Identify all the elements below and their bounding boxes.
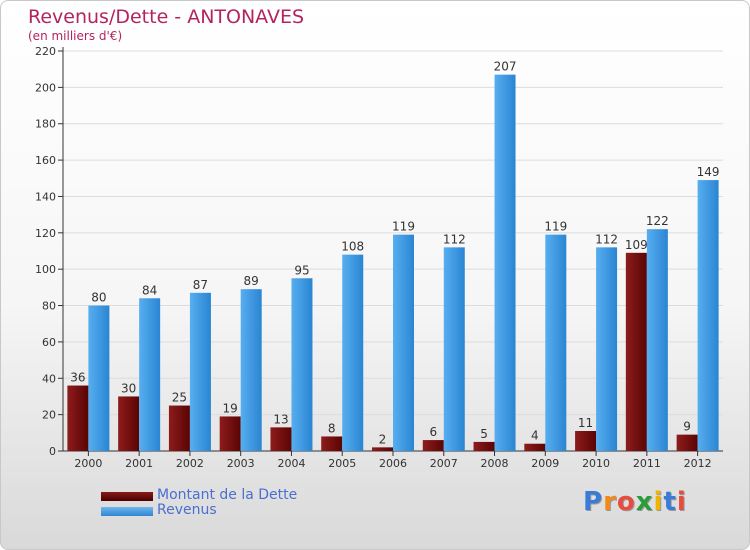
legend-swatch-dette bbox=[101, 492, 153, 501]
y-tick-label: 100 bbox=[35, 263, 56, 276]
bar-dette bbox=[524, 443, 546, 451]
logo-letter: i bbox=[653, 487, 664, 517]
data-label-dette: 2 bbox=[379, 432, 387, 446]
proxiti-logo: Proxiti bbox=[583, 487, 687, 517]
bar-revenus bbox=[545, 234, 567, 451]
bar-revenus bbox=[139, 298, 161, 451]
data-label-dette: 9 bbox=[683, 420, 691, 434]
data-label-revenus: 84 bbox=[142, 283, 157, 297]
bar-dette bbox=[67, 385, 89, 451]
x-tick-label: 2012 bbox=[684, 457, 712, 470]
data-label-dette: 19 bbox=[223, 401, 238, 415]
bar-dette bbox=[168, 405, 190, 451]
data-label-dette: 5 bbox=[480, 427, 488, 441]
bar-revenus bbox=[342, 254, 364, 451]
data-label-dette: 4 bbox=[531, 429, 539, 443]
data-label-dette: 36 bbox=[70, 371, 85, 385]
y-tick-label: 120 bbox=[35, 227, 56, 240]
logo-letter: o bbox=[616, 487, 636, 517]
x-tick-label: 2005 bbox=[328, 457, 356, 470]
x-tick-label: 2007 bbox=[430, 457, 458, 470]
bar-dette bbox=[473, 441, 495, 451]
bar-revenus bbox=[189, 292, 211, 451]
bar-revenus bbox=[240, 289, 262, 451]
data-label-revenus: 112 bbox=[443, 232, 466, 246]
y-tick-label: 160 bbox=[35, 154, 56, 167]
data-label-dette: 25 bbox=[172, 391, 187, 405]
chart-subtitle: (en milliers d'€) bbox=[28, 29, 123, 43]
data-label-dette: 8 bbox=[328, 421, 336, 435]
bar-revenus bbox=[697, 180, 719, 451]
bar-dette bbox=[372, 447, 393, 451]
logo-letter: P bbox=[583, 487, 604, 517]
y-tick-label: 200 bbox=[35, 81, 56, 94]
bar-revenus bbox=[494, 74, 516, 452]
x-tick-label: 2001 bbox=[125, 457, 153, 470]
logo-letter: i bbox=[676, 487, 687, 517]
bar-dette bbox=[422, 440, 444, 451]
bar-dette bbox=[625, 252, 647, 451]
y-tick-label: 60 bbox=[42, 336, 56, 349]
x-tick-label: 2002 bbox=[176, 457, 204, 470]
data-label-dette: 109 bbox=[625, 238, 648, 252]
data-label-revenus: 87 bbox=[193, 278, 208, 292]
data-label-revenus: 207 bbox=[494, 60, 517, 74]
data-label-revenus: 119 bbox=[544, 220, 567, 234]
bar-dette bbox=[676, 434, 698, 451]
bar-dette bbox=[219, 416, 241, 451]
bar-revenus bbox=[646, 229, 668, 451]
x-tick-label: 2010 bbox=[582, 457, 610, 470]
bar-dette bbox=[575, 431, 597, 451]
x-tick-label: 2006 bbox=[379, 457, 407, 470]
data-label-dette: 30 bbox=[121, 381, 136, 395]
data-label-revenus: 112 bbox=[595, 232, 618, 246]
legend-swatch-revenus bbox=[101, 507, 153, 516]
y-tick-label: 220 bbox=[35, 45, 56, 58]
bar-dette bbox=[118, 396, 140, 451]
data-label-revenus: 89 bbox=[244, 274, 259, 288]
x-tick-label: 2009 bbox=[531, 457, 559, 470]
bar-revenus bbox=[393, 234, 414, 451]
x-tick-label: 2003 bbox=[227, 457, 255, 470]
y-tick-label: 0 bbox=[49, 445, 56, 458]
y-tick-label: 80 bbox=[42, 300, 56, 313]
x-tick-label: 2008 bbox=[481, 457, 509, 470]
data-label-revenus: 80 bbox=[91, 291, 106, 305]
x-tick-label: 2000 bbox=[74, 457, 102, 470]
logo-letter: t bbox=[663, 487, 677, 517]
y-tick-label: 180 bbox=[35, 118, 56, 131]
bar-revenus bbox=[291, 278, 313, 451]
y-tick-label: 20 bbox=[42, 409, 56, 422]
data-label-dette: 6 bbox=[429, 425, 437, 439]
y-tick-label: 140 bbox=[35, 190, 56, 203]
data-label-revenus: 122 bbox=[646, 214, 669, 228]
chart-title: Revenus/Dette - ANTONAVES bbox=[28, 6, 305, 28]
bar-revenus bbox=[596, 247, 618, 451]
data-label-revenus: 95 bbox=[294, 263, 309, 277]
bar-dette bbox=[321, 436, 343, 451]
data-label-dette: 13 bbox=[273, 412, 288, 426]
legend-label-revenus: Revenus bbox=[157, 502, 217, 518]
data-label-revenus: 149 bbox=[697, 165, 720, 179]
bar-revenus bbox=[443, 247, 465, 451]
x-tick-label: 2004 bbox=[277, 457, 305, 470]
data-label-revenus: 108 bbox=[341, 240, 364, 254]
logo-letter: r bbox=[603, 487, 617, 517]
data-label-dette: 11 bbox=[578, 416, 593, 430]
y-tick-label: 40 bbox=[42, 372, 56, 385]
legend-label-dette: Montant de la Dette bbox=[157, 487, 298, 503]
logo-letter: x bbox=[635, 487, 654, 517]
bar-revenus bbox=[88, 305, 110, 451]
data-label-revenus: 119 bbox=[392, 220, 415, 234]
bar-dette bbox=[270, 427, 292, 451]
x-tick-label: 2011 bbox=[633, 457, 661, 470]
